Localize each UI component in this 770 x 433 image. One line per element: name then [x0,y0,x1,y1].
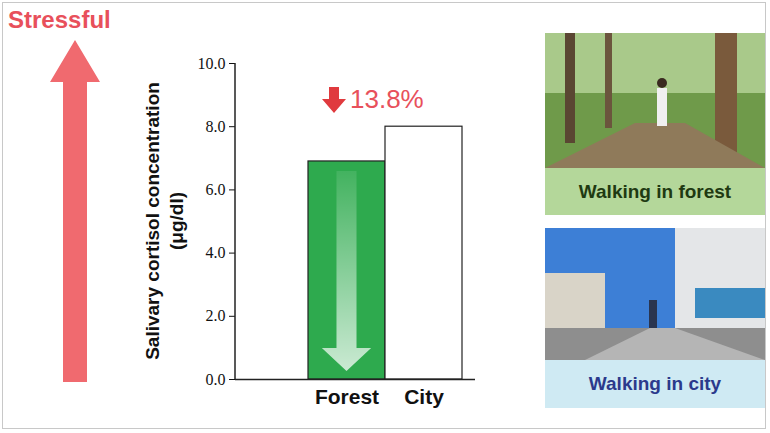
svg-text:Forest: Forest [315,385,379,408]
svg-text:10.0: 10.0 [198,55,226,72]
svg-text:6.0: 6.0 [206,181,226,198]
svg-text:4.0: 4.0 [206,244,226,261]
html-text:Walking in city: Walking in city [588,373,722,394]
svg-text:0.0: 0.0 [206,371,226,388]
html-text:Walking in forest: Walking in forest [578,180,732,202]
html-text:Stressful: Stressful [8,6,111,33]
html-text:13.8%: 13.8% [350,84,424,114]
svg-text:8.0: 8.0 [206,118,226,135]
svg-text:City: City [404,385,444,408]
svg-text:2.0: 2.0 [206,307,226,324]
html-text:Salivary cortisol concentratio: Salivary cortisol concentration (μg/dl) [142,82,187,360]
